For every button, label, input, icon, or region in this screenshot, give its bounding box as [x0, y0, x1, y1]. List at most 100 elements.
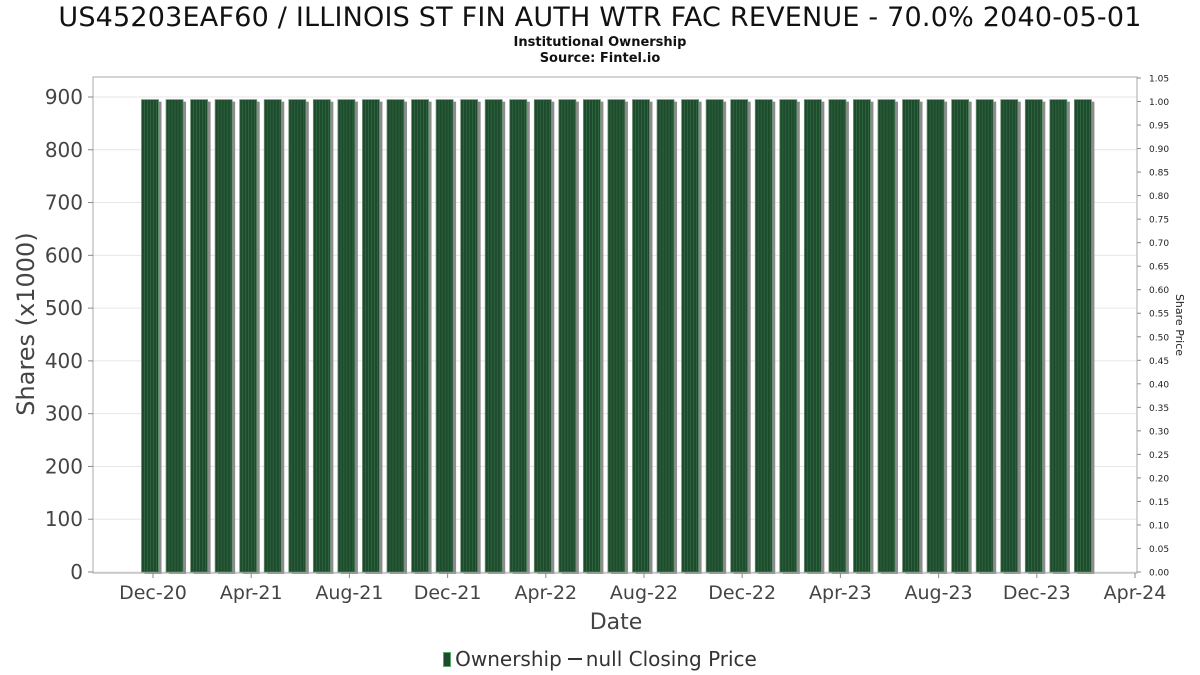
- y2-tick-label: 0.30: [1149, 427, 1169, 437]
- bar-body: [926, 99, 945, 573]
- plot-frame: [92, 76, 1138, 574]
- y2-tick-label: 0.35: [1149, 404, 1169, 414]
- y2-tick-label: 0.60: [1149, 286, 1169, 296]
- bar-body: [656, 99, 675, 573]
- bar-ownership: [730, 99, 751, 574]
- bar-body: [411, 99, 429, 573]
- y2-tick-label: 0.80: [1149, 192, 1169, 202]
- x-tick-label: Dec-21: [414, 582, 482, 604]
- y2-tick-label: 0.40: [1149, 380, 1169, 390]
- bar-body: [141, 99, 159, 573]
- bar-body: [288, 99, 307, 573]
- y2-tick-label: 0.65: [1149, 263, 1169, 273]
- bar-ownership: [1074, 99, 1095, 574]
- bar-body: [583, 99, 601, 573]
- y2-tick-label: 0.85: [1149, 169, 1169, 179]
- y2-tick-label: 0.00: [1149, 569, 1169, 579]
- bar-body: [1024, 99, 1043, 573]
- y-tick-label: 900: [45, 85, 83, 109]
- y-axis-label: Shares (x1000): [12, 232, 40, 415]
- bar-ownership: [902, 99, 923, 574]
- bar-ownership: [975, 99, 997, 574]
- y2-tick-label: 0.20: [1149, 474, 1169, 484]
- ownership-legend-label: Ownership: [455, 647, 562, 671]
- bar-ownership: [754, 99, 776, 574]
- bar-ownership: [607, 99, 628, 574]
- bar-ownership: [214, 99, 236, 574]
- bar-body: [1074, 99, 1092, 573]
- bar-body: [730, 99, 749, 573]
- bar-ownership: [656, 99, 678, 574]
- bar-ownership: [828, 99, 849, 574]
- bar-ownership: [288, 99, 309, 574]
- bar-body: [386, 99, 405, 573]
- bar-body: [828, 99, 847, 573]
- bar-ownership: [435, 99, 457, 574]
- bar-ownership: [386, 99, 407, 574]
- x-tick-label: Apr-23: [809, 582, 872, 604]
- bar-body: [902, 99, 920, 573]
- bar-body: [1049, 99, 1068, 573]
- bar-ownership: [263, 99, 285, 574]
- x-axis-label: Date: [590, 610, 643, 635]
- bar-body: [803, 99, 822, 573]
- bar-ownership: [337, 99, 358, 574]
- bar-ownership: [558, 99, 579, 574]
- x-tick-label: Dec-20: [119, 582, 187, 604]
- y2-tick-label: 0.15: [1149, 498, 1169, 508]
- y-tick-label: 200: [45, 454, 83, 478]
- bar-body: [484, 99, 503, 573]
- bar-ownership: [141, 99, 162, 574]
- bar-body: [362, 99, 380, 573]
- bar-body: [754, 99, 773, 573]
- y2-tick-label: 0.25: [1149, 451, 1169, 461]
- bar-body: [877, 99, 896, 573]
- bar-ownership: [533, 99, 555, 574]
- y-tick-label: 400: [45, 349, 83, 373]
- bar-body: [263, 99, 282, 573]
- bar-ownership: [951, 99, 972, 574]
- bar-ownership: [362, 99, 383, 574]
- bar-body: [1000, 99, 1019, 573]
- bar-ownership: [509, 99, 530, 574]
- bar-body: [190, 99, 209, 573]
- bar-body: [533, 99, 552, 573]
- bar-ownership: [853, 99, 874, 574]
- axes: 0 100 200 300 400 500 600 700 800 900 0.00 0.05 0.10…: [45, 75, 1170, 605]
- bar-ownership: [165, 99, 187, 574]
- bar-ownership: [779, 99, 800, 574]
- bar-ownership: [1049, 99, 1070, 574]
- bar-group: [141, 99, 1095, 574]
- bar-ownership: [1024, 99, 1046, 574]
- y2-tick-label: 0.95: [1149, 122, 1169, 132]
- y-tick-label: 600: [45, 243, 83, 267]
- x-tick-label: Aug-22: [610, 582, 678, 604]
- bar-body: [509, 99, 528, 573]
- bar-ownership: [632, 99, 653, 574]
- price-legend-label: null Closing Price: [585, 647, 757, 671]
- bar-body: [975, 99, 994, 573]
- y-tick-label: 800: [45, 138, 83, 162]
- ownership-legend-swatch: [443, 652, 452, 667]
- y2-tick-label: 1.05: [1149, 75, 1169, 85]
- y2-tick-label: 0.05: [1149, 545, 1169, 555]
- chart-legend: Ownership null Closing Price: [0, 647, 1200, 671]
- bar-body: [607, 99, 626, 573]
- y-tick-label: 300: [45, 402, 83, 426]
- chart-subtitle: Institutional Ownership: [513, 35, 687, 50]
- bar-body: [632, 99, 650, 573]
- x-tick-label: Aug-21: [315, 582, 383, 604]
- bar-ownership: [411, 99, 432, 574]
- y2-tick-label: 0.10: [1149, 521, 1169, 531]
- y2-tick-label: 0.70: [1149, 239, 1169, 249]
- bar-body: [239, 99, 258, 573]
- chart-title: US45203EAF60 / ILLINOIS ST FIN AUTH WTR …: [58, 2, 1142, 33]
- bar-ownership: [877, 99, 898, 574]
- bar-ownership: [583, 99, 604, 574]
- y2-tick-label: 0.75: [1149, 216, 1169, 226]
- y-tick-label: 0: [70, 560, 83, 584]
- x-tick-label: Aug-23: [905, 582, 973, 604]
- bar-ownership: [190, 99, 211, 574]
- bar-body: [951, 99, 970, 573]
